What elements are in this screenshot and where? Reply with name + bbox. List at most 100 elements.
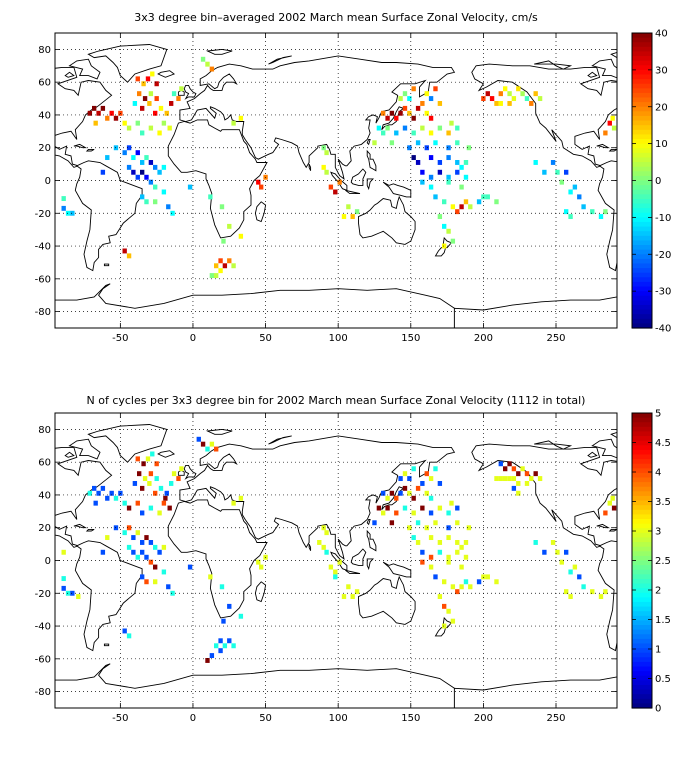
colorbar-step	[632, 46, 652, 53]
colorbar-step	[632, 254, 652, 260]
colorbar-tick-label: 1	[655, 645, 661, 656]
data-bin	[428, 96, 434, 102]
data-bin	[164, 110, 169, 116]
colorbar-step	[632, 268, 652, 274]
data-bin	[259, 184, 264, 190]
colorbar-step	[632, 277, 652, 283]
data-bin	[333, 189, 338, 195]
coastline-22	[587, 451, 598, 458]
data-bin	[70, 590, 75, 596]
data-bin	[407, 110, 412, 116]
data-bin	[433, 466, 438, 472]
data-bin	[142, 96, 148, 102]
colorbar-tick-label: -30	[655, 287, 671, 298]
data-bin	[407, 96, 412, 102]
colorbar-step	[632, 592, 652, 598]
data-bin	[450, 584, 456, 590]
data-bin	[455, 160, 460, 165]
data-bin	[407, 490, 412, 496]
data-bin	[411, 155, 416, 161]
x-tick-label: 150	[401, 333, 420, 344]
data-bin	[218, 268, 223, 274]
data-bin	[61, 549, 66, 555]
data-bin	[433, 140, 438, 146]
coastline-22	[587, 71, 598, 78]
data-bin	[140, 105, 145, 111]
data-bin	[148, 179, 154, 185]
colorbar-step	[632, 468, 652, 474]
data-bin	[385, 125, 390, 131]
colorbar-step	[632, 272, 652, 278]
data-bin	[446, 145, 451, 151]
data-bin	[485, 91, 490, 97]
y-tick-label: -60	[35, 654, 51, 665]
data-bin	[516, 481, 521, 486]
colorbar-tick-label: 3.5	[655, 497, 671, 508]
coastline-3	[157, 70, 176, 78]
data-bin	[442, 223, 447, 229]
data-bin	[126, 164, 132, 170]
colorbar-step	[632, 532, 652, 539]
data-bin	[459, 204, 464, 210]
colorbar-step	[632, 106, 652, 112]
data-bin	[498, 101, 503, 106]
data-bin	[372, 140, 377, 146]
colorbar-step	[632, 551, 652, 557]
colorbar-step	[632, 166, 652, 172]
data-bin	[428, 535, 434, 541]
data-bin	[132, 101, 138, 106]
colorbar-step	[632, 217, 652, 223]
data-bin	[337, 559, 342, 565]
coastline-3	[157, 450, 176, 458]
data-bin	[503, 466, 508, 472]
coastline-27	[627, 264, 631, 266]
data-bin	[167, 125, 172, 131]
data-bin	[420, 179, 425, 185]
data-bin	[122, 628, 127, 634]
coastline-17	[308, 543, 312, 551]
data-bin	[455, 209, 460, 215]
data-bin	[131, 535, 136, 541]
colorbar-step	[632, 528, 652, 534]
data-bin	[161, 544, 167, 550]
coastline-26	[608, 528, 617, 532]
coastline-29	[268, 435, 292, 445]
data-bin	[507, 476, 512, 482]
data-bin	[455, 169, 460, 175]
data-bin	[442, 243, 447, 249]
coastline-0	[55, 446, 113, 548]
colorbar-tick-label: 4	[655, 468, 661, 479]
colorbar-step	[632, 611, 652, 617]
data-bin	[533, 540, 538, 545]
data-bin	[154, 81, 159, 87]
data-bin	[70, 210, 75, 216]
coastline-22	[64, 71, 75, 78]
data-bin	[603, 589, 608, 595]
data-bin	[135, 150, 140, 156]
x-tick-label: 0	[190, 333, 196, 344]
data-bin	[350, 594, 355, 600]
data-bin	[442, 603, 447, 609]
data-bin	[93, 120, 98, 126]
data-bin	[455, 549, 460, 555]
coastline-1	[74, 160, 143, 272]
data-bin	[446, 510, 451, 516]
data-bin	[131, 169, 136, 175]
data-bin	[494, 579, 499, 585]
data-bin	[96, 490, 101, 496]
data-bin	[205, 658, 210, 663]
data-bin	[187, 564, 193, 570]
data-bin	[231, 120, 236, 126]
data-bin	[105, 535, 110, 541]
data-bin	[163, 495, 168, 501]
coastline-25	[73, 523, 88, 529]
data-bin	[141, 461, 146, 467]
data-bin	[153, 579, 158, 585]
data-bin	[144, 579, 149, 585]
colorbar-step	[632, 694, 652, 700]
coastline-2	[87, 44, 168, 83]
data-bin	[218, 638, 223, 644]
colorbar-step	[632, 671, 652, 677]
data-bin	[219, 584, 225, 590]
